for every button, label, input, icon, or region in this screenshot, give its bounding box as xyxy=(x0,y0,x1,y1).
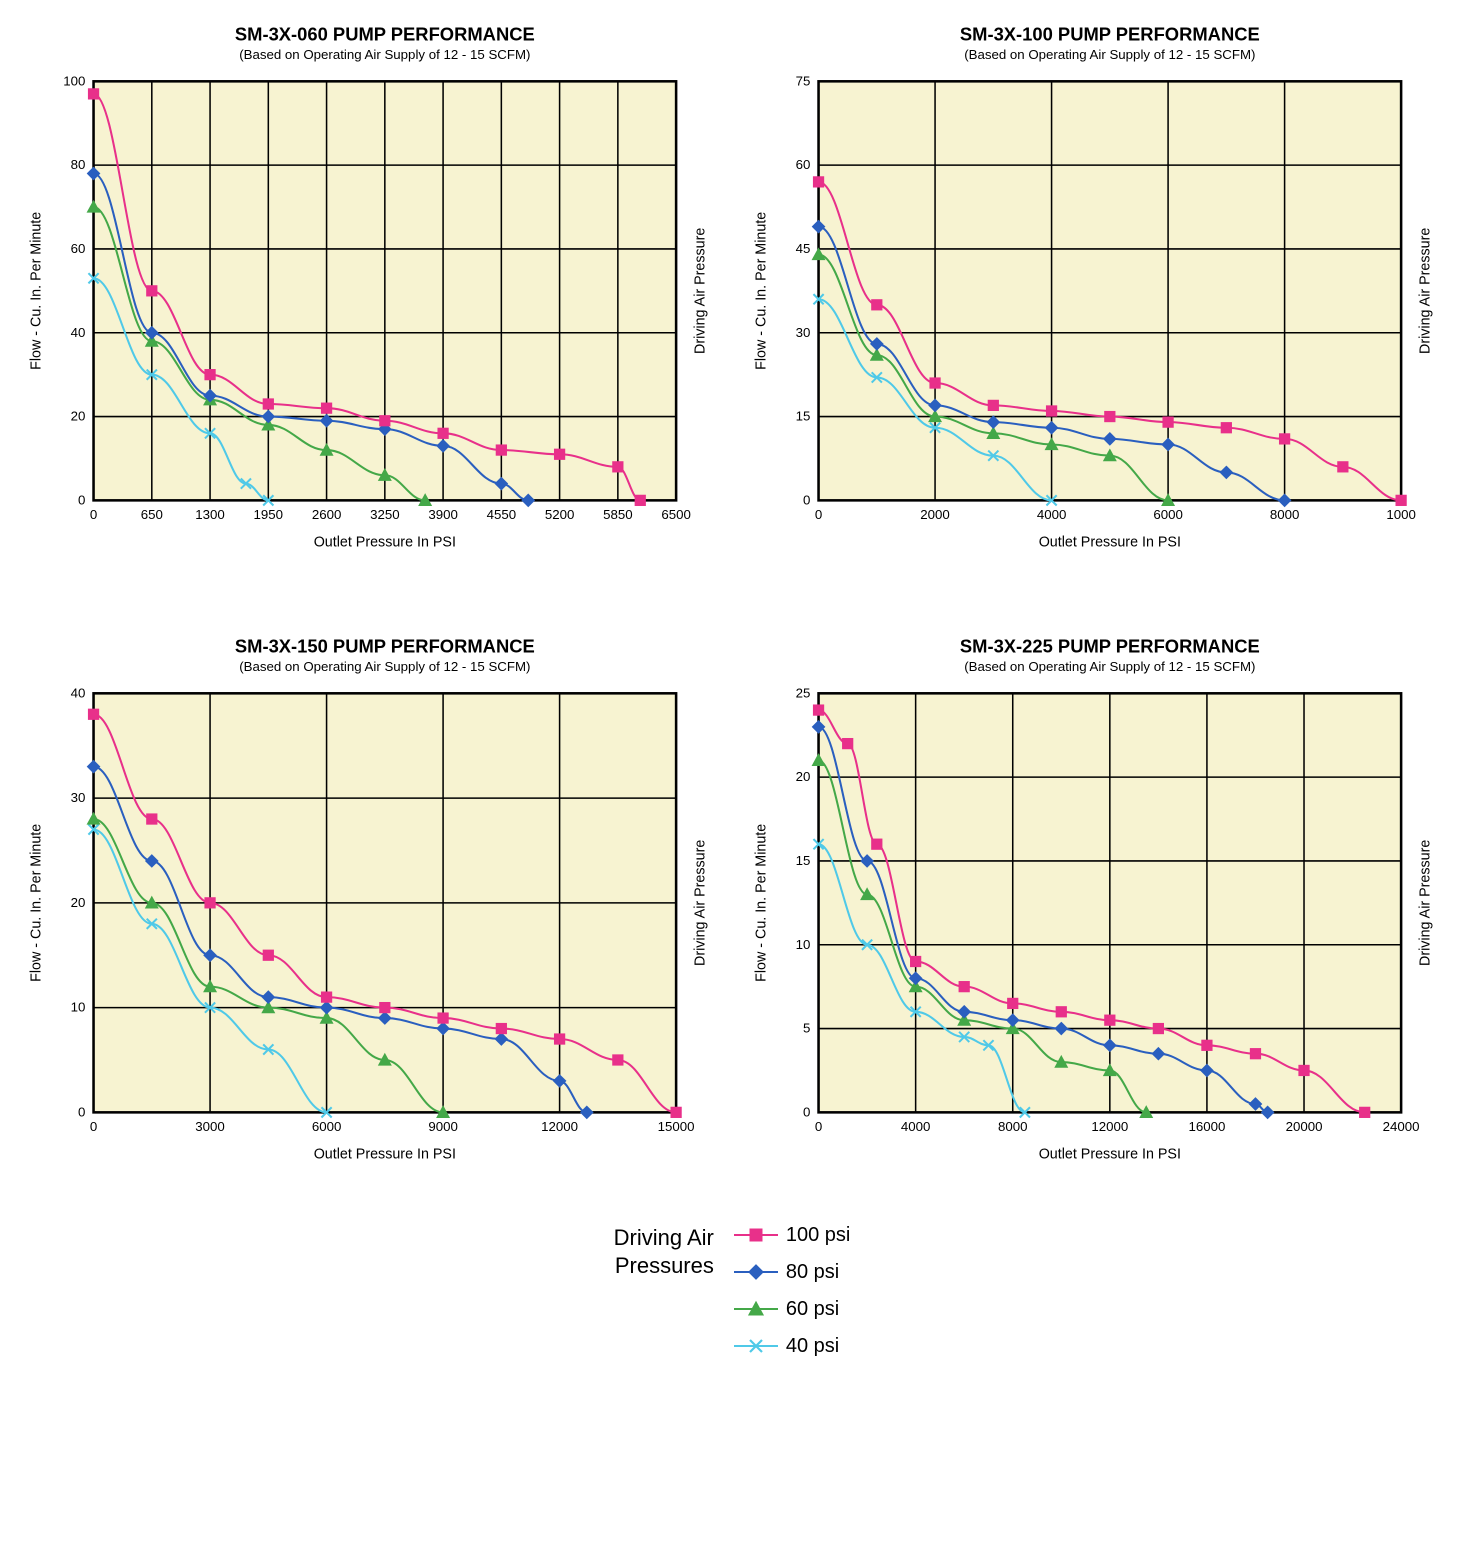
y-tick-label: 40 xyxy=(71,325,86,340)
y-tick-label: 75 xyxy=(796,73,811,88)
x-tick-label: 0 xyxy=(815,507,822,522)
legend-swatch xyxy=(734,1337,778,1355)
legend-label: 60 psi xyxy=(786,1298,839,1321)
x-tick-label: 20000 xyxy=(1286,1119,1323,1134)
y-tick-label: 20 xyxy=(71,409,86,424)
y-tick-label: 60 xyxy=(796,157,811,172)
legend-label: 40 psi xyxy=(786,1335,839,1358)
legend-swatch xyxy=(734,1226,778,1244)
y-tick-label: 60 xyxy=(71,241,86,256)
chart-block: 0 3000 6000 9000 12000 15000 0 10 20 30 40 SM-3X-15… xyxy=(22,632,717,1184)
y-axis-label: Flow - Cu. In. Per Minute xyxy=(753,824,769,982)
x-axis-label: Outlet Pressure In PSI xyxy=(314,534,456,550)
y-tick-label: 0 xyxy=(803,492,810,507)
y-axis-label: Flow - Cu. In. Per Minute xyxy=(28,212,44,370)
y-tick-label: 40 xyxy=(71,685,86,700)
y-tick-label: 0 xyxy=(78,492,85,507)
y-tick-label: 45 xyxy=(796,241,811,256)
y-tick-label: 100 xyxy=(63,73,85,88)
chart-subtitle: (Based on Operating Air Supply of 12 - 1… xyxy=(239,659,530,674)
x-tick-label: 12000 xyxy=(1091,1119,1128,1134)
x-tick-label: 1950 xyxy=(254,507,284,522)
x-tick-label: 1000 xyxy=(1386,507,1416,522)
chart-subtitle: (Based on Operating Air Supply of 12 - 1… xyxy=(239,47,530,62)
x-tick-label: 6000 xyxy=(312,1119,342,1134)
x-tick-label: 4550 xyxy=(487,507,517,522)
legend-item: 60 psi xyxy=(734,1298,851,1321)
x-tick-label: 12000 xyxy=(541,1119,578,1134)
right-axis-label: Driving Air Pressure xyxy=(693,840,709,966)
y-tick-label: 20 xyxy=(71,895,86,910)
x-tick-label: 15000 xyxy=(658,1119,695,1134)
right-axis-label: Driving Air Pressure xyxy=(1418,228,1434,354)
x-tick-label: 5850 xyxy=(603,507,633,522)
x-axis-label: Outlet Pressure In PSI xyxy=(1039,534,1181,550)
y-tick-label: 30 xyxy=(796,325,811,340)
chart-subtitle: (Based on Operating Air Supply of 12 - 1… xyxy=(964,659,1255,674)
chart-title: SM-3X-225 PUMP PERFORMANCE xyxy=(960,635,1260,656)
legend-label: 80 psi xyxy=(786,1261,839,1284)
x-tick-label: 2000 xyxy=(920,507,950,522)
x-tick-label: 3900 xyxy=(428,507,458,522)
right-axis-label: Driving Air Pressure xyxy=(693,228,709,354)
pump-chart-svg: 02000400060008000100001530456075SM-3X-10… xyxy=(747,20,1442,572)
x-tick-label: 8000 xyxy=(1270,507,1300,522)
x-tick-label: 9000 xyxy=(428,1119,458,1134)
x-tick-label: 4000 xyxy=(901,1119,931,1134)
y-tick-label: 30 xyxy=(71,790,86,805)
legend-swatch xyxy=(734,1300,778,1318)
y-tick-label: 0 xyxy=(78,1104,85,1119)
y-tick-label: 80 xyxy=(71,157,86,172)
y-tick-label: 25 xyxy=(796,685,811,700)
x-tick-label: 650 xyxy=(141,507,163,522)
chart-block: 02000400060008000100001530456075SM-3X-10… xyxy=(747,20,1442,572)
x-tick-label: 5200 xyxy=(545,507,575,522)
x-tick-label: 2600 xyxy=(312,507,342,522)
x-tick-label: 0 xyxy=(815,1119,822,1134)
chart-block: 0 650 1300 1950 2600 3250 3900 4550 5200 5850 6500… xyxy=(22,20,717,572)
legend-items: 100 psi 80 psi 60 psi 40 psi xyxy=(734,1224,851,1358)
pump-chart-svg: 0 650 1300 1950 2600 3250 3900 4550 5200 5850 6500… xyxy=(22,20,717,572)
legend-swatch xyxy=(734,1263,778,1281)
x-tick-label: 4000 xyxy=(1037,507,1067,522)
chart-block: 0 4000 8000 12000 16000 20000 24000 0 5 10 15 20 25 S… xyxy=(747,632,1442,1184)
legend-item: 40 psi xyxy=(734,1335,851,1358)
y-tick-label: 15 xyxy=(796,853,811,868)
x-tick-label: 24000 xyxy=(1383,1119,1420,1134)
x-axis-label: Outlet Pressure In PSI xyxy=(314,1146,456,1162)
y-tick-label: 0 xyxy=(803,1104,810,1119)
chart-title: SM-3X-060 PUMP PERFORMANCE xyxy=(235,23,535,44)
legend-item: 80 psi xyxy=(734,1261,851,1284)
chart-title: SM-3X-150 PUMP PERFORMANCE xyxy=(235,635,535,656)
y-tick-label: 20 xyxy=(796,769,811,784)
x-tick-label: 6500 xyxy=(661,507,691,522)
legend-title: Driving AirPressures xyxy=(614,1224,714,1281)
chart-title: SM-3X-100 PUMP PERFORMANCE xyxy=(960,23,1260,44)
x-tick-label: 3250 xyxy=(370,507,400,522)
x-tick-label: 0 xyxy=(90,507,97,522)
legend-item: 100 psi xyxy=(734,1224,851,1247)
pump-chart-svg: 0 3000 6000 9000 12000 15000 0 10 20 30 40 SM-3X-15… xyxy=(22,632,717,1184)
y-tick-label: 5 xyxy=(803,1021,810,1036)
x-tick-label: 1300 xyxy=(195,507,225,522)
charts-grid: 0650130019502600325039004550520058506500… xyxy=(22,20,1442,1184)
right-axis-label: Driving Air Pressure xyxy=(1418,840,1434,966)
x-tick-label: 8000 xyxy=(998,1119,1028,1134)
y-tick-label: 15 xyxy=(796,409,811,424)
legend: Driving AirPressures 100 psi 80 psi 60 p… xyxy=(20,1224,1444,1358)
y-tick-label: 10 xyxy=(71,1000,86,1015)
y-axis-label: Flow - Cu. In. Per Minute xyxy=(753,212,769,370)
x-axis-label: Outlet Pressure In PSI xyxy=(1039,1146,1181,1162)
legend-label: 100 psi xyxy=(786,1224,851,1247)
x-tick-label: 3000 xyxy=(195,1119,225,1134)
chart-subtitle: (Based on Operating Air Supply of 12 - 1… xyxy=(964,47,1255,62)
pump-chart-svg: 0 4000 8000 12000 16000 20000 24000 0 5 10 15 20 25 S… xyxy=(747,632,1442,1184)
y-tick-label: 10 xyxy=(796,937,811,952)
x-tick-label: 6000 xyxy=(1153,507,1183,522)
x-tick-label: 16000 xyxy=(1188,1119,1225,1134)
y-axis-label: Flow - Cu. In. Per Minute xyxy=(28,824,44,982)
x-tick-label: 0 xyxy=(90,1119,97,1134)
